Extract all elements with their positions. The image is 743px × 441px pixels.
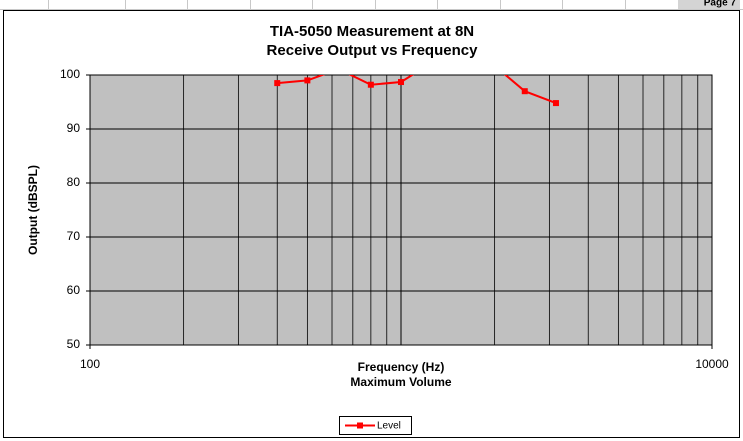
y-tick-label: 60	[67, 283, 81, 297]
chart-title: TIA-5050 Measurement at 8N	[270, 23, 474, 40]
x-tick-label: 100	[80, 357, 100, 371]
y-axis-label: Output (dBSPL)	[26, 165, 40, 255]
series-group	[274, 75, 559, 107]
legend-box	[339, 416, 412, 435]
y-tick-label: 100	[60, 67, 80, 81]
page-cell	[678, 0, 740, 9]
chart-subtitle: Receive Output vs Frequency	[267, 42, 479, 59]
marker	[304, 77, 311, 84]
x-axis-label: Maximum Volume	[350, 375, 451, 389]
y-tick-label: 50	[67, 337, 81, 351]
marker	[398, 79, 404, 86]
x-axis-label: Frequency (Hz)	[358, 360, 445, 374]
marker	[274, 80, 281, 87]
marker	[521, 88, 528, 95]
line	[277, 75, 557, 105]
plot-frame	[89, 74, 713, 346]
marker	[367, 81, 374, 88]
x-tick-label: 10000	[695, 357, 729, 371]
y-tick-label: 90	[67, 121, 81, 135]
legend-label: Level	[377, 421, 401, 432]
page-label: Page 7	[704, 0, 737, 9]
legend-marker	[357, 422, 363, 429]
y-tick-label: 80	[67, 175, 81, 189]
marker	[552, 100, 559, 107]
y-tick-label: 70	[67, 229, 81, 243]
